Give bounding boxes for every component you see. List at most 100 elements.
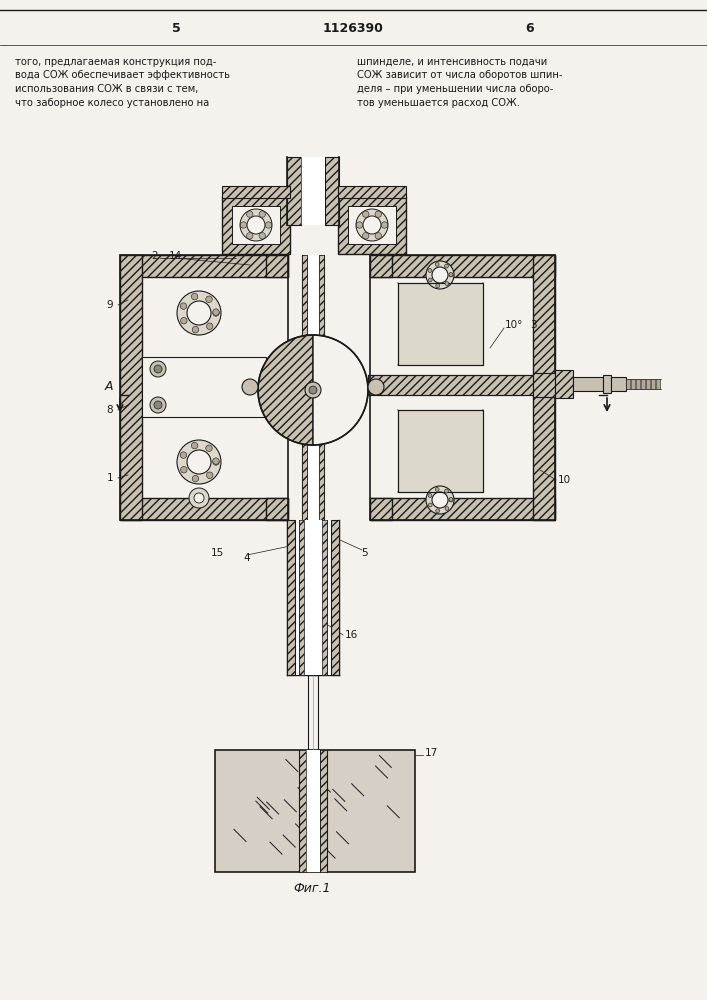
Polygon shape [322, 520, 327, 675]
Bar [631, 379, 635, 389]
Circle shape [445, 489, 448, 493]
Text: 10: 10 [558, 475, 571, 485]
Text: 16: 16 [345, 630, 358, 640]
Circle shape [428, 269, 432, 272]
Bar [142, 277, 266, 498]
Text: 5: 5 [362, 548, 368, 558]
Polygon shape [287, 157, 301, 225]
Circle shape [449, 272, 453, 276]
Text: 1126390: 1126390 [322, 21, 383, 34]
Circle shape [428, 494, 432, 497]
Text: 6: 6 [526, 21, 534, 34]
Circle shape [213, 459, 219, 465]
Polygon shape [302, 255, 307, 520]
Circle shape [305, 382, 321, 398]
Polygon shape [533, 255, 555, 520]
Circle shape [242, 379, 258, 395]
Circle shape [449, 497, 453, 501]
Circle shape [259, 233, 265, 239]
Text: СОЖ зависит от числа оборотов шпин-: СОЖ зависит от числа оборотов шпин- [357, 70, 563, 81]
Bar [215, 750, 415, 872]
Bar [301, 157, 325, 225]
Polygon shape [319, 255, 324, 520]
Polygon shape [120, 255, 288, 277]
Circle shape [192, 326, 199, 333]
Circle shape [375, 233, 382, 239]
Bar [603, 375, 611, 393]
Circle shape [449, 498, 453, 502]
Bar [348, 206, 396, 244]
Circle shape [180, 317, 187, 324]
Bar [398, 283, 483, 365]
Text: 14: 14 [168, 251, 182, 261]
Polygon shape [266, 498, 288, 520]
Bar [370, 255, 555, 520]
Circle shape [356, 209, 388, 241]
Text: 2: 2 [152, 251, 158, 261]
Circle shape [206, 323, 213, 329]
Bar [222, 186, 290, 198]
Circle shape [432, 492, 448, 508]
Polygon shape [370, 255, 555, 277]
Circle shape [189, 488, 209, 508]
Text: вода СОЖ обеспечивает эффективность: вода СОЖ обеспечивает эффективность [15, 70, 230, 81]
Polygon shape [325, 157, 339, 225]
Text: A: A [614, 380, 622, 393]
Circle shape [240, 209, 272, 241]
Text: что заборное колесо установлено на: что заборное колесо установлено на [15, 98, 209, 107]
Circle shape [426, 261, 454, 289]
Circle shape [180, 303, 187, 309]
Circle shape [428, 278, 432, 282]
Bar [306, 750, 320, 872]
Polygon shape [287, 520, 295, 675]
Text: шпинделе, и интенсивность подачи: шпинделе, и интенсивность подачи [357, 57, 547, 67]
Polygon shape [120, 255, 142, 520]
Bar [646, 379, 650, 389]
Circle shape [445, 507, 449, 510]
Circle shape [150, 361, 166, 377]
Polygon shape [331, 520, 339, 675]
Bar [626, 379, 630, 389]
Bar [555, 370, 573, 398]
Bar [142, 357, 266, 417]
Circle shape [180, 452, 187, 458]
Polygon shape [258, 335, 313, 445]
Circle shape [426, 486, 454, 514]
Circle shape [206, 445, 212, 451]
Circle shape [150, 397, 166, 413]
Bar [307, 255, 319, 520]
Text: деля – при уменьшении числа оборо-: деля – при уменьшении числа оборо- [357, 84, 554, 94]
Text: 5: 5 [172, 21, 180, 34]
Circle shape [432, 267, 448, 283]
Circle shape [247, 216, 265, 234]
Text: тов уменьшается расход СОЖ.: тов уменьшается расход СОЖ. [357, 98, 520, 107]
Circle shape [177, 291, 221, 335]
Text: 17: 17 [425, 748, 438, 758]
Circle shape [445, 264, 448, 268]
Polygon shape [222, 196, 290, 254]
Circle shape [428, 503, 432, 507]
Circle shape [154, 365, 162, 373]
Text: 10°: 10° [505, 320, 523, 330]
Circle shape [265, 222, 271, 228]
Circle shape [445, 282, 449, 285]
Polygon shape [299, 520, 304, 675]
Circle shape [247, 211, 253, 217]
Bar [398, 410, 483, 492]
Text: 4: 4 [244, 553, 250, 563]
Circle shape [187, 450, 211, 474]
Circle shape [259, 211, 265, 217]
Bar [120, 255, 288, 520]
Circle shape [206, 296, 212, 302]
Circle shape [449, 273, 453, 277]
Polygon shape [368, 375, 533, 395]
Text: 15: 15 [211, 548, 223, 558]
Circle shape [363, 216, 381, 234]
Bar [398, 283, 483, 365]
Circle shape [194, 493, 204, 503]
Text: 3: 3 [530, 320, 537, 330]
Polygon shape [533, 373, 555, 397]
Text: использования СОЖ в связи с тем,: использования СОЖ в связи с тем, [15, 84, 199, 94]
Bar [611, 377, 626, 391]
Circle shape [375, 211, 382, 217]
